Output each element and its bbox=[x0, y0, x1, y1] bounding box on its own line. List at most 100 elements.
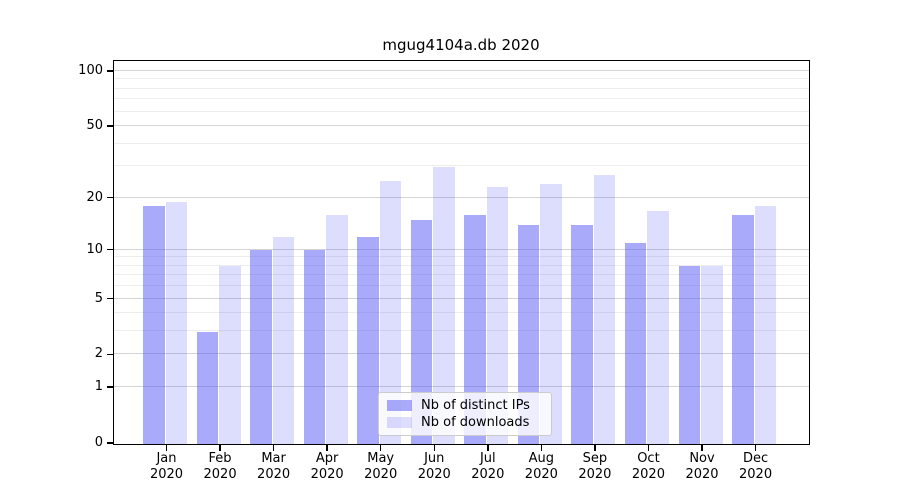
bar-downloads-apr bbox=[326, 215, 348, 444]
x-tick-label-aug: Aug 2020 bbox=[513, 451, 569, 483]
y-tick bbox=[106, 442, 114, 444]
legend-swatch-distinct-ips bbox=[387, 400, 412, 411]
bar-downloads-jan bbox=[165, 202, 187, 444]
bar-downloads-aug bbox=[540, 184, 562, 444]
y-tick bbox=[106, 125, 114, 127]
bar-downloads-jul bbox=[486, 187, 509, 444]
x-tick-label-dec: Dec 2020 bbox=[728, 451, 784, 483]
gridline-minor bbox=[113, 98, 809, 100]
x-tick-label-jan: Jan 2020 bbox=[139, 451, 195, 483]
gridline-minor bbox=[113, 285, 809, 287]
x-tick bbox=[433, 444, 435, 451]
x-label-year: 2020 bbox=[203, 467, 237, 482]
gridline-minor bbox=[113, 165, 809, 167]
x-tick bbox=[540, 444, 543, 451]
x-label-month: Jun bbox=[424, 451, 445, 466]
chart-title: mgug4104a.db 2020 bbox=[382, 36, 540, 54]
x-tick bbox=[754, 444, 757, 451]
x-label-month: May bbox=[367, 451, 395, 466]
legend-swatch-downloads bbox=[387, 417, 412, 428]
x-tick-label-jun: Jun 2020 bbox=[406, 451, 462, 483]
x-label-month: Apr bbox=[315, 451, 339, 466]
bar-downloads-oct bbox=[647, 210, 669, 444]
x-label-year: 2020 bbox=[578, 467, 612, 482]
gridline-minor bbox=[113, 110, 809, 112]
bar-downloads-dec bbox=[754, 206, 777, 444]
legend-label-downloads: Nb of downloads bbox=[421, 415, 530, 430]
bar-downloads-feb bbox=[219, 266, 241, 444]
bar-downloads-nov bbox=[701, 266, 723, 444]
gridline-major bbox=[113, 69, 809, 71]
x-label-month: Jul bbox=[479, 451, 496, 466]
x-label-year: 2020 bbox=[417, 467, 451, 482]
legend-item-distinct-ips: Nb of distinct IPs bbox=[387, 397, 543, 414]
gridline-major bbox=[113, 196, 809, 198]
x-tick-label-mar: Mar 2020 bbox=[246, 451, 302, 483]
gridline-minor bbox=[113, 274, 809, 276]
plot-area bbox=[112, 59, 810, 445]
bar-distinct-ips-may bbox=[357, 236, 379, 444]
x-label-year: 2020 bbox=[257, 467, 291, 482]
x-tick-label-nov: Nov 2020 bbox=[674, 451, 730, 483]
x-label-month: Dec bbox=[742, 451, 769, 466]
x-label-month: Aug bbox=[528, 451, 555, 466]
bar-downloads-mar bbox=[272, 236, 295, 444]
y-tick bbox=[106, 248, 114, 251]
x-tick-label-apr: Apr 2020 bbox=[299, 451, 355, 483]
y-tick-label: 50 bbox=[86, 118, 103, 134]
bar-distinct-ips-sep bbox=[571, 225, 593, 444]
bar-downloads-jun bbox=[433, 166, 455, 444]
x-tick-label-may: May 2020 bbox=[353, 451, 409, 483]
y-tick bbox=[106, 386, 114, 388]
bar-distinct-ips-jan bbox=[143, 206, 165, 444]
gridline-minor bbox=[113, 78, 809, 80]
x-label-month: Jan bbox=[156, 451, 177, 466]
x-label-year: 2020 bbox=[149, 467, 184, 482]
x-label-year: 2020 bbox=[524, 467, 558, 482]
y-tick-label: 100 bbox=[78, 62, 103, 78]
bar-downloads-may bbox=[379, 180, 402, 444]
bar-distinct-ips-dec bbox=[732, 215, 754, 444]
y-tick-label: 2 bbox=[94, 346, 103, 362]
gridline-major bbox=[113, 353, 809, 355]
bar-distinct-ips-oct bbox=[624, 243, 647, 444]
bar-distinct-ips-feb bbox=[196, 331, 219, 444]
x-tick bbox=[326, 444, 328, 451]
x-tick bbox=[272, 444, 275, 451]
x-label-year: 2020 bbox=[364, 467, 398, 482]
legend-label-distinct-ips: Nb of distinct IPs bbox=[421, 398, 530, 413]
gridline-major bbox=[113, 125, 809, 127]
x-label-year: 2020 bbox=[310, 467, 344, 482]
x-tick-label-oct: Oct 2020 bbox=[620, 451, 676, 483]
y-tick-label: 10 bbox=[86, 241, 103, 257]
y-tick bbox=[106, 297, 114, 300]
x-tick bbox=[165, 444, 168, 451]
gridline-minor bbox=[113, 142, 809, 144]
x-tick bbox=[594, 444, 596, 451]
x-tick bbox=[219, 444, 221, 451]
gridline-major bbox=[113, 386, 809, 388]
bar-downloads-sep bbox=[593, 174, 616, 444]
x-label-year: 2020 bbox=[631, 467, 665, 482]
bar-distinct-ips-aug bbox=[517, 225, 540, 444]
x-label-year: 2020 bbox=[685, 467, 719, 482]
x-tick-label-jul: Jul 2020 bbox=[460, 451, 516, 483]
x-tick-label-feb: Feb 2020 bbox=[192, 451, 248, 483]
y-tick bbox=[106, 196, 114, 199]
x-tick-label-sep: Sep 2020 bbox=[567, 451, 623, 483]
x-tick bbox=[647, 444, 650, 451]
y-tick-label: 0 bbox=[94, 435, 103, 450]
gridline-minor bbox=[113, 87, 809, 89]
y-tick-label: 1 bbox=[94, 379, 103, 395]
gridline-minor bbox=[113, 330, 809, 332]
y-tick bbox=[106, 70, 114, 72]
y-tick bbox=[106, 353, 114, 356]
bar-distinct-ips-jul bbox=[464, 215, 486, 444]
x-label-month: Nov bbox=[689, 451, 715, 466]
bar-distinct-ips-apr bbox=[303, 250, 326, 444]
legend: Nb of distinct IPs Nb of downloads bbox=[378, 392, 552, 436]
x-tick bbox=[379, 444, 382, 451]
bar-distinct-ips-jun bbox=[410, 220, 433, 444]
gridline-major bbox=[113, 248, 809, 250]
